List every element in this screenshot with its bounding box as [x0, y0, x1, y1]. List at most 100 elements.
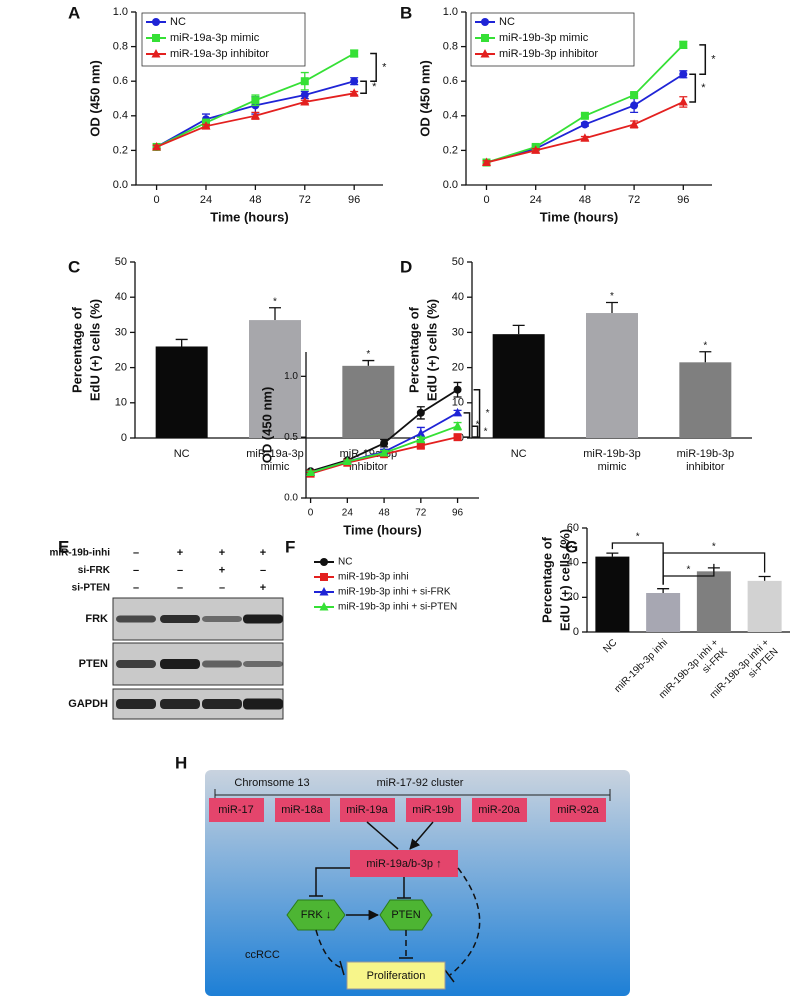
- data-point: [349, 88, 359, 97]
- sig-bracket: [699, 44, 707, 76]
- data-point: [453, 433, 462, 442]
- y-tick-label: 0.0: [113, 179, 128, 191]
- sig-bracket: [662, 552, 766, 585]
- condition-sign: –: [219, 582, 225, 594]
- panel-letter: A: [68, 3, 80, 22]
- condition-sign: –: [133, 582, 139, 594]
- data-point: [342, 456, 352, 465]
- y-tick-label: 0: [121, 432, 127, 444]
- legend-marker: [319, 602, 329, 611]
- condition-label: miR-19b-inhi: [49, 548, 110, 559]
- y-tick-label: 50: [452, 256, 464, 268]
- x-tick-label: inhibitor: [349, 461, 388, 473]
- y-tick-label: 40: [567, 557, 579, 569]
- data-point: [416, 434, 426, 444]
- x-tick-label: 24: [342, 508, 354, 519]
- star-label: *: [366, 349, 370, 360]
- legend-label: NC: [338, 557, 352, 568]
- x-tick-label: 48: [379, 508, 391, 519]
- sig-label: *: [701, 82, 706, 94]
- data-point: [580, 120, 589, 129]
- blot-band: [116, 615, 156, 623]
- panel-letter: G: [565, 537, 578, 556]
- legend-label: miR-19a-3p inhibitor: [170, 48, 269, 60]
- x-axis-title: Time (hours): [540, 209, 619, 224]
- x-tick-label: 72: [415, 508, 427, 519]
- legend-label: NC: [170, 16, 186, 28]
- error-bar: [175, 338, 188, 347]
- bar: [747, 580, 782, 632]
- blot-band: [202, 616, 242, 622]
- data-point: [630, 91, 639, 100]
- protein-label: FRK: [85, 613, 108, 625]
- error-bar: [699, 351, 712, 363]
- x-tick-label: 48: [249, 194, 261, 206]
- data-point: [580, 111, 589, 120]
- condition-sign: –: [177, 582, 183, 594]
- y-axis-title: OD (450 nm): [417, 60, 432, 137]
- y-tick-label: 20: [567, 591, 579, 603]
- dashed-inhibition: [449, 867, 481, 976]
- panel-letter: H: [175, 753, 187, 772]
- data-point: [306, 467, 316, 476]
- x-tick-label: 48: [579, 194, 591, 206]
- x-tick-label: NC: [174, 448, 190, 460]
- data-point: [300, 91, 309, 100]
- legend-box: [470, 12, 635, 67]
- mirna-box: [209, 798, 264, 822]
- x-tick-label: NC: [601, 637, 619, 655]
- data-point: [300, 77, 309, 86]
- panel-letter: F: [285, 537, 295, 556]
- y-tick-label: 0.8: [113, 41, 128, 53]
- inhibition-bar: [339, 957, 413, 976]
- legend-marker: [320, 558, 328, 566]
- mirna-label: miR-20a: [478, 804, 520, 816]
- data-point: [416, 441, 425, 450]
- y-tick-label: 0.0: [284, 493, 298, 504]
- sig-label: *: [372, 81, 377, 93]
- y-tick-label: 0.2: [113, 144, 128, 156]
- mirna-box: [550, 798, 606, 822]
- legend-box: [141, 12, 306, 67]
- bar: [696, 571, 731, 632]
- x-tick-label: 24: [200, 194, 212, 206]
- mirna-label: miR-92a: [557, 804, 599, 816]
- sig-label: *: [687, 565, 691, 576]
- blot-band: [160, 699, 200, 709]
- condition-sign: +: [260, 547, 266, 559]
- data-point: [679, 70, 688, 79]
- star-label: *: [703, 340, 707, 351]
- sig-label: *: [711, 53, 716, 65]
- blot-band: [160, 615, 200, 623]
- data-point: [379, 447, 389, 457]
- sig-bracket: [360, 80, 367, 95]
- outcome-label: Proliferation: [367, 970, 426, 982]
- mirna-label: miR-18a: [281, 804, 323, 816]
- y-axis-title: EdU (+) cells (%): [424, 299, 439, 401]
- mirna-box: [472, 798, 527, 822]
- data-point: [152, 141, 162, 151]
- x-tick-label: 0: [483, 194, 489, 206]
- protein-label: GAPDH: [68, 698, 108, 710]
- data-point: [350, 77, 359, 86]
- sig-label: *: [382, 61, 387, 73]
- x-tick-label: mimic: [261, 461, 290, 473]
- legend-marker: [481, 18, 489, 26]
- condition-sign: +: [219, 564, 225, 576]
- y-tick-label: 0.4: [113, 110, 128, 122]
- cluster-label: miR-17-92 cluster: [377, 777, 464, 789]
- y-tick-label: 40: [452, 291, 464, 303]
- mirna-row: miR-17 miR-18a miR-19a miR-19b miR-20a m…: [209, 798, 606, 822]
- data-point: [380, 439, 389, 448]
- error-bar: [657, 588, 670, 593]
- legend-label: miR-19b-3p inhi + si-FRK: [338, 587, 451, 598]
- frk-label: FRK ↓: [301, 909, 332, 921]
- dashed-inhibition: [315, 929, 407, 969]
- error-bar: [606, 301, 618, 314]
- y-tick-label: 0: [573, 626, 579, 638]
- x-tick-label: inhibitor: [686, 461, 725, 473]
- data-point: [679, 40, 688, 49]
- bar: [492, 334, 545, 438]
- bar: [595, 556, 630, 632]
- x-tick-label: mimic: [598, 461, 627, 473]
